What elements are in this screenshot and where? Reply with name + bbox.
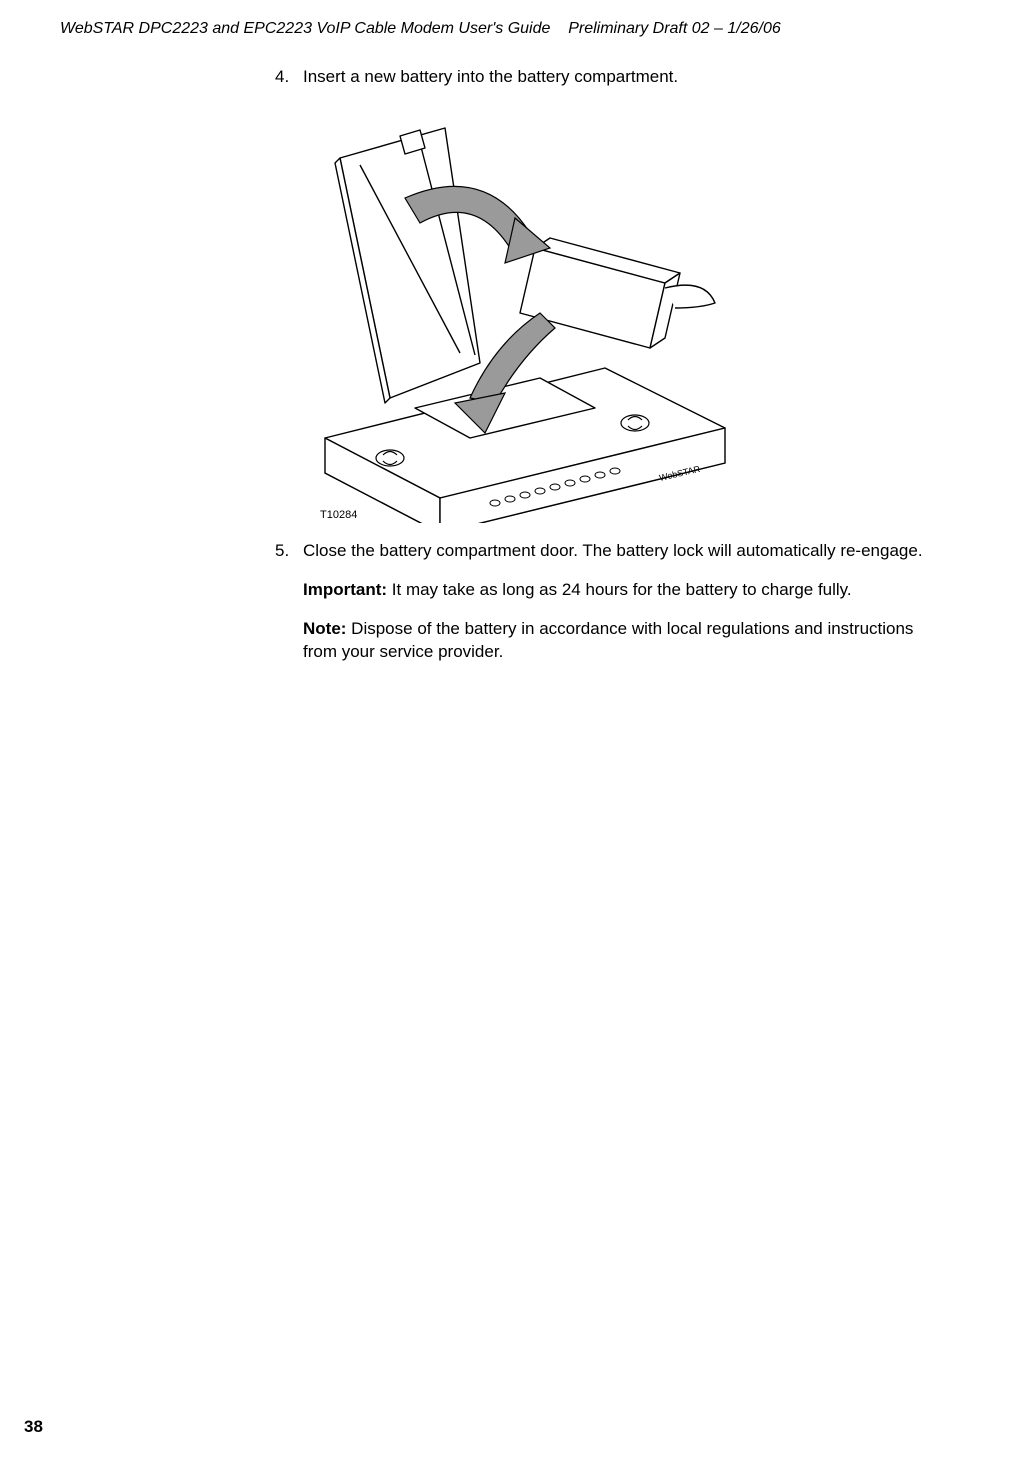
content-area: 4. Insert a new battery into the battery… [275,66,942,664]
step-4: 4. Insert a new battery into the battery… [275,66,942,89]
figure-ref: T10284 [320,509,357,521]
page-header: WebSTAR DPC2223 and EPC2223 VoIP Cable M… [60,20,962,38]
step-4-text: Insert a new battery into the battery co… [303,66,942,89]
step-4-number: 4. [275,66,303,89]
step-5-important: Important: It may take as long as 24 hou… [303,579,942,602]
note-text: Dispose of the battery in accordance wit… [303,619,913,661]
important-text: It may take as long as 24 hours for the … [387,580,852,599]
step-5-number: 5. [275,540,303,664]
document-page: WebSTAR DPC2223 and EPC2223 VoIP Cable M… [0,0,1022,1463]
page-number: 38 [24,1417,43,1437]
battery-insert-figure: WebSTAR [305,103,942,530]
battery-insert-illustration: WebSTAR [305,103,735,523]
important-label: Important: [303,580,387,599]
note-label: Note: [303,619,346,638]
step-5-text: Close the battery compartment door. The … [303,541,923,560]
step-5: 5. Close the battery compartment door. T… [275,540,942,664]
header-title-right: Preliminary Draft 02 – 1/26/06 [568,20,781,37]
header-title-left: WebSTAR DPC2223 and EPC2223 VoIP Cable M… [60,20,550,37]
step-5-body: Close the battery compartment door. The … [303,540,942,664]
step-5-note: Note: Dispose of the battery in accordan… [303,618,942,664]
